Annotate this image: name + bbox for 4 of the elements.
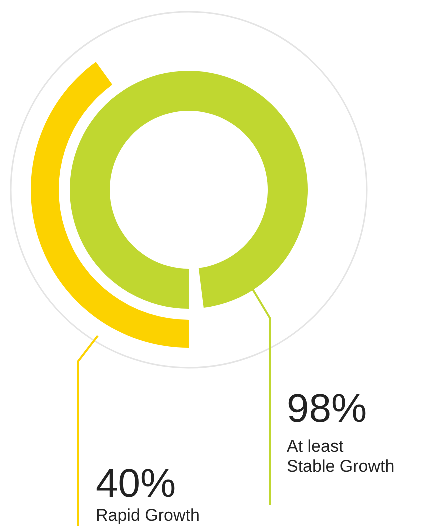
data-label: 40% (96, 462, 176, 506)
data-label: 98% (287, 387, 368, 431)
category-label: At least Stable Growth (287, 437, 395, 476)
category-label: Rapid Growth (96, 506, 200, 525)
